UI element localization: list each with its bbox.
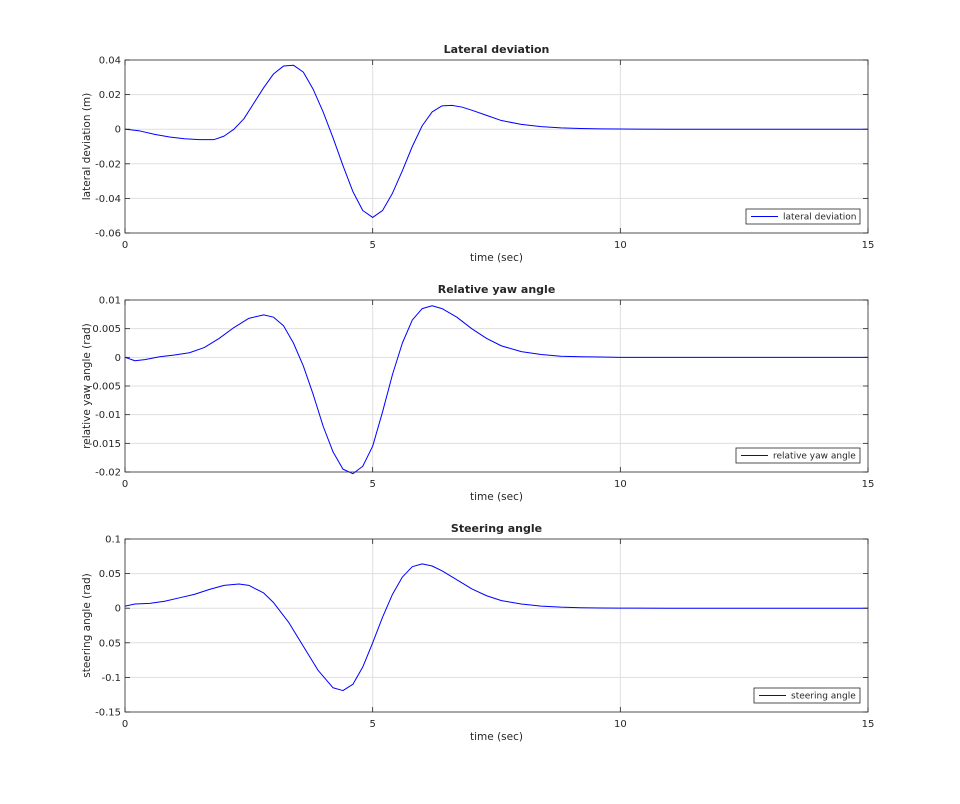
y-tick-label: 0.04 xyxy=(99,56,121,67)
x-axis-label: time (sec) xyxy=(470,491,523,503)
y-tick-label: -0.15 xyxy=(95,708,121,719)
y-tick-label: 0.1 xyxy=(105,535,121,546)
legend: steering angle xyxy=(753,687,861,704)
series-line-1 xyxy=(124,563,868,692)
legend-box xyxy=(735,447,861,464)
y-tick-label: 0 xyxy=(115,353,121,364)
x-tick-label: 10 xyxy=(614,240,627,251)
legend-label: steering angle xyxy=(791,692,856,702)
x-tick-label: 5 xyxy=(369,479,375,490)
y-axis-label: relative yaw angle (rad) xyxy=(81,323,93,449)
y-tick-label: -0.02 xyxy=(95,159,121,170)
y-tick-label: 0.005 xyxy=(92,324,121,335)
y-tick-label: 0.05 xyxy=(99,569,121,580)
legend-box xyxy=(753,687,861,704)
y-tick-label: -0.06 xyxy=(95,229,121,240)
y-tick-label: 0.01 xyxy=(99,296,121,307)
chart-title: Lateral deviation xyxy=(444,43,550,56)
x-tick-label: 0 xyxy=(122,240,128,251)
legend-box xyxy=(745,208,861,225)
axes-box xyxy=(124,538,869,713)
legend-label: lateral deviation xyxy=(783,213,857,223)
y-tick-label: 0.02 xyxy=(99,90,121,101)
x-tick-label: 5 xyxy=(369,719,375,730)
y-tick-label: -0.04 xyxy=(95,194,121,205)
series-line-1 xyxy=(124,64,868,218)
y-axis-label: lateral deviation (m) xyxy=(81,93,93,201)
axes-box xyxy=(124,59,869,234)
subplot-3: 0 5 10 15 -0.15 -0.1 0.05 0 0.05 0.1 Steering angl… xyxy=(81,522,874,743)
series-line-1 xyxy=(124,305,868,475)
y-tick-label: -0.02 xyxy=(95,468,121,479)
chart-title: Steering angle xyxy=(451,522,542,535)
x-tick-label: 10 xyxy=(614,479,627,490)
x-tick-label: 15 xyxy=(862,479,875,490)
subplot-1: 0 5 10 15 -0.06 -0.04 -0.02 0 0.02 0.04 Lateral de… xyxy=(81,43,874,264)
x-tick-label: 15 xyxy=(862,240,875,251)
y-tick-label: -0.01 xyxy=(95,410,121,421)
y-tick-label: -0.1 xyxy=(101,673,121,684)
y-tick-label: -0.005 xyxy=(89,382,121,393)
x-tick-label: 15 xyxy=(862,719,875,730)
plot-area xyxy=(125,60,868,233)
plot-area xyxy=(125,539,868,712)
x-axis-label: time (sec) xyxy=(470,731,523,743)
legend: lateral deviation xyxy=(745,208,861,225)
x-tick-label: 5 xyxy=(369,240,375,251)
legend: relative yaw angle xyxy=(735,447,861,464)
x-tick-label: 0 xyxy=(122,479,128,490)
y-tick-label: -0.015 xyxy=(89,439,121,450)
y-axis-label: steering angle (rad) xyxy=(81,573,93,677)
x-tick-label: 10 xyxy=(614,719,627,730)
subplot-2: 0 5 10 15 -0.02 -0.015 -0.01 -0.005 0 0.005 0.01 Re… xyxy=(81,283,874,503)
x-tick-label: 0 xyxy=(122,719,128,730)
x-axis-label: time (sec) xyxy=(470,252,523,264)
chart-title: Relative yaw angle xyxy=(438,283,556,296)
y-tick-label: 0.05 xyxy=(99,638,121,649)
legend-label: relative yaw angle xyxy=(773,452,856,462)
y-tick-label: 0 xyxy=(115,125,121,136)
y-tick-label: 0 xyxy=(115,604,121,615)
